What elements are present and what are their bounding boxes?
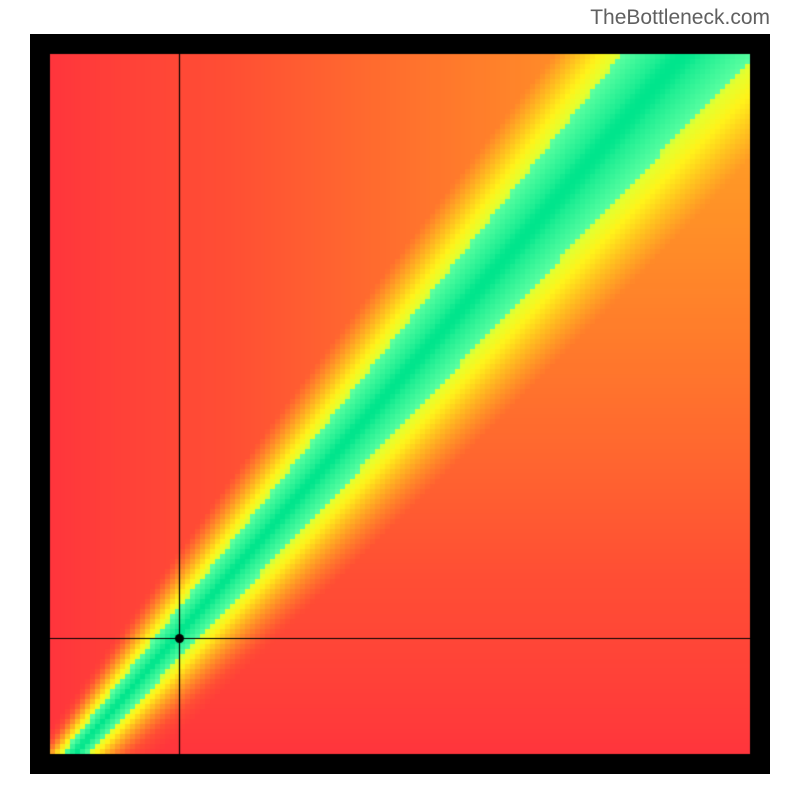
root-container: TheBottleneck.com	[0, 0, 800, 800]
attribution-text: TheBottleneck.com	[590, 6, 770, 30]
heatmap-chart-frame	[30, 34, 770, 774]
heatmap-canvas	[30, 34, 770, 774]
